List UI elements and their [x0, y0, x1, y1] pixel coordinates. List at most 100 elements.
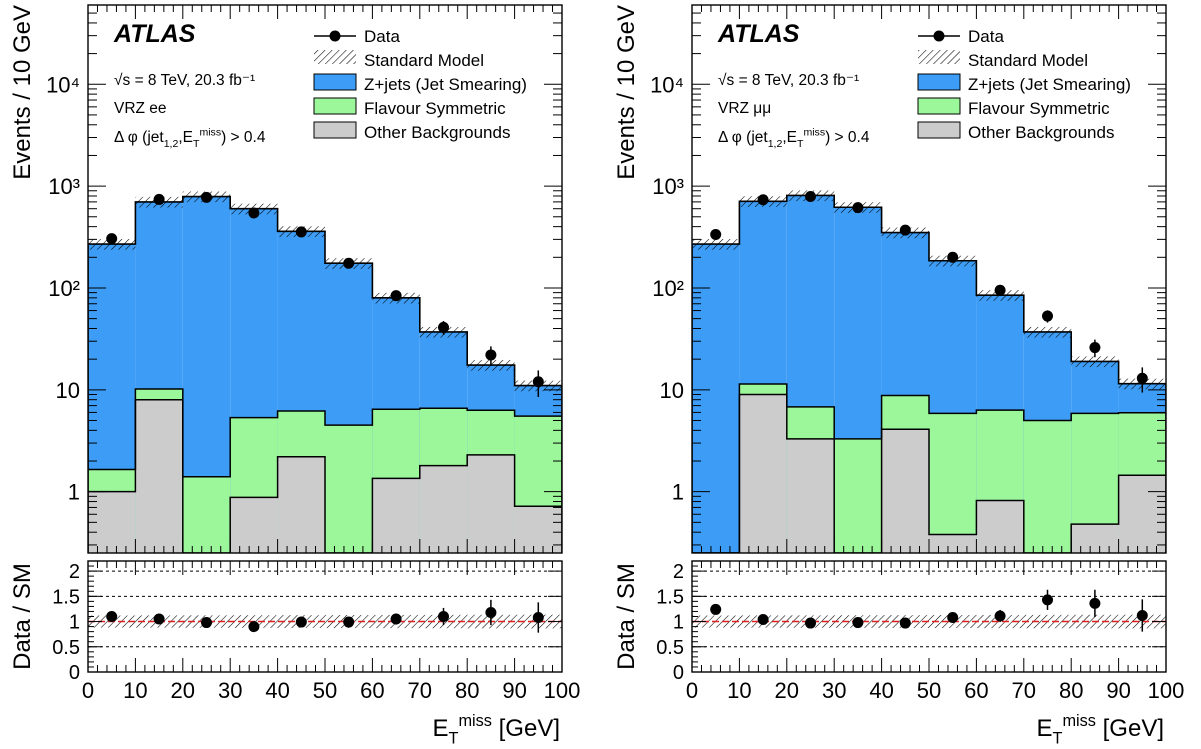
data-point: [1136, 372, 1148, 384]
legend-zjets-swatch: [313, 73, 357, 91]
x-tick-label: 30: [218, 678, 242, 703]
legend-other-label: Other Backgrounds: [364, 123, 510, 142]
ratio-point: [947, 612, 959, 624]
ratio-point: [343, 616, 355, 628]
legend-data-label: Data: [968, 27, 1004, 46]
legend-fs-label: Flavour Symmetric: [364, 99, 506, 118]
ratio-point: [1136, 609, 1148, 621]
other-backgrounds-bar: [739, 394, 787, 553]
ratio-y-tick-label: 1.5: [52, 586, 80, 608]
ratio-plot: [692, 570, 1166, 648]
ratio-point: [485, 606, 497, 618]
energy-lumi-label: √s = 8 TeV, 20.3 fb⁻¹: [114, 72, 255, 89]
x-tick-label: 10: [123, 678, 147, 703]
y-axis-label: Events / 10 GeV: [9, 5, 36, 180]
data-point: [947, 251, 959, 263]
atlas-label: ATLAS: [717, 20, 800, 48]
legend-data-marker: [329, 30, 341, 42]
ratio-point: [153, 613, 165, 625]
ratio-point: [710, 603, 722, 615]
other-backgrounds-bar: [514, 506, 562, 553]
y-tick-label: 1: [68, 480, 80, 505]
ratio-y-tick-label: 0.5: [656, 637, 684, 659]
legend-zjets-label: Z+jets (Jet Smearing): [968, 75, 1131, 94]
ratio-point: [106, 611, 118, 622]
x-axis-label: ETmiss [GeV]: [1036, 712, 1164, 744]
x-tick-label: 90: [1106, 678, 1130, 703]
x-tick-label: 60: [360, 678, 384, 703]
y-tick-label: 10³: [48, 174, 80, 199]
atlas-label: ATLAS: [113, 20, 196, 48]
ratio-point: [295, 616, 307, 628]
x-tick-label: 0: [82, 678, 94, 703]
data-point: [295, 226, 307, 238]
other-backgrounds-bar: [467, 454, 515, 553]
zjets-bar: [692, 244, 740, 553]
x-tick-label: 70: [408, 678, 432, 703]
other-backgrounds-bar: [976, 500, 1024, 553]
data-point: [106, 233, 118, 245]
data-point: [710, 228, 722, 240]
flavour-symmetric-bar: [834, 438, 882, 553]
legend-data-marker: [933, 30, 945, 42]
ratio-y-tick-label: 0.5: [52, 637, 80, 659]
ratio-point: [390, 613, 402, 625]
other-backgrounds-bar: [929, 534, 977, 553]
ratio-y-tick-label: 2: [673, 561, 684, 583]
other-backgrounds-bar: [372, 478, 420, 553]
other-backgrounds-bar: [277, 456, 325, 553]
legend-zjets-swatch: [917, 73, 961, 91]
flavour-symmetric-outline: [692, 383, 1166, 553]
region-label: VRZ ee: [114, 100, 167, 117]
legend-other-swatch: [917, 121, 961, 139]
x-tick-label: 30: [822, 678, 846, 703]
ratio-y-axis-label: Data / SM: [613, 563, 640, 670]
data-point: [201, 191, 212, 203]
legend-fs-swatch: [917, 97, 961, 115]
other-backgrounds-outline: [88, 398, 562, 553]
x-tick-label: 50: [313, 678, 337, 703]
y-axis-label: Events / 10 GeV: [613, 5, 640, 180]
x-axis-label: ETmiss [GeV]: [432, 712, 560, 744]
flavour-symmetric-bar: [325, 425, 373, 553]
ratio-point: [248, 621, 260, 633]
y-tick-label: 10⁴: [650, 72, 684, 97]
legend-sm-swatch: [314, 50, 356, 64]
x-tick-label: 90: [502, 678, 526, 703]
data-point: [248, 207, 260, 219]
other-backgrounds-bar: [881, 429, 929, 553]
ratio-y-tick-label: 1.5: [656, 586, 684, 608]
data-point: [343, 257, 355, 269]
legend-sm-label: Standard Model: [364, 51, 484, 70]
ratio-y-tick-label: 1: [69, 612, 80, 634]
main-plot: [692, 190, 1166, 553]
other-backgrounds-outline: [692, 393, 1166, 553]
ratio-point: [805, 617, 816, 629]
legend: Data Standard Model Z+jets (Jet Smearing) F…: [313, 27, 527, 142]
ratio-point: [532, 612, 544, 624]
cut-label: Δ φ (jet1,2,ETmiss) > 0.4: [114, 126, 266, 149]
legend-sm-label: Standard Model: [968, 51, 1088, 70]
data-point: [899, 224, 911, 236]
ratio-point: [852, 617, 864, 629]
ratio-plot: [88, 570, 562, 648]
ratio-y-tick-label: 2: [69, 561, 80, 583]
ratio-y-tick-label: 0: [69, 662, 80, 684]
ratio-point: [757, 614, 769, 626]
ratio-point: [201, 617, 212, 629]
x-tick-label: 40: [869, 678, 893, 703]
data-point: [532, 376, 544, 388]
legend-other-label: Other Backgrounds: [968, 123, 1114, 142]
y-tick-label: 10²: [48, 276, 80, 301]
y-tick-label: 10³: [652, 174, 684, 199]
x-tick-label: 20: [775, 678, 799, 703]
data-point: [1089, 342, 1101, 354]
legend-zjets-label: Z+jets (Jet Smearing): [364, 75, 527, 94]
x-tick-label: 80: [455, 678, 479, 703]
x-tick-label: 20: [171, 678, 195, 703]
data-point: [852, 202, 864, 214]
